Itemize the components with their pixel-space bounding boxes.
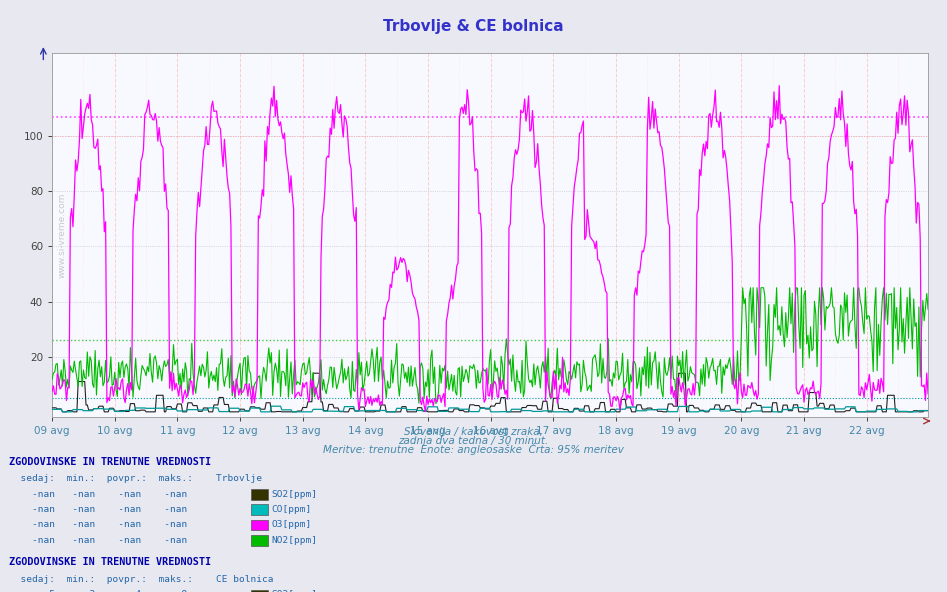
Text: Trbovlje & CE bolnica: Trbovlje & CE bolnica xyxy=(384,19,563,34)
Text: Meritve: trenutne  Enote: angleosaške  Črta: 95% meritev: Meritve: trenutne Enote: angleosaške Črt… xyxy=(323,443,624,455)
Text: www.si-vreme.com: www.si-vreme.com xyxy=(58,192,67,278)
Text: 5      3       4       9: 5 3 4 9 xyxy=(9,590,188,592)
Text: SO2[ppm]: SO2[ppm] xyxy=(272,490,318,498)
Text: NO2[ppm]: NO2[ppm] xyxy=(272,536,318,545)
Text: -nan   -nan    -nan    -nan: -nan -nan -nan -nan xyxy=(9,505,188,514)
Text: -nan   -nan    -nan    -nan: -nan -nan -nan -nan xyxy=(9,490,188,498)
Text: sedaj:  min.:  povpr.:  maks.:    CE bolnica: sedaj: min.: povpr.: maks.: CE bolnica xyxy=(9,575,274,584)
Text: -nan   -nan    -nan    -nan: -nan -nan -nan -nan xyxy=(9,536,188,545)
Text: SO2[ppm]: SO2[ppm] xyxy=(272,590,318,592)
Text: O3[ppm]: O3[ppm] xyxy=(272,520,313,529)
Text: sedaj:  min.:  povpr.:  maks.:    Trbovlje: sedaj: min.: povpr.: maks.: Trbovlje xyxy=(9,474,262,483)
Text: ZGODOVINSKE IN TRENUTNE VREDNOSTI: ZGODOVINSKE IN TRENUTNE VREDNOSTI xyxy=(9,456,211,466)
Text: ZGODOVINSKE IN TRENUTNE VREDNOSTI: ZGODOVINSKE IN TRENUTNE VREDNOSTI xyxy=(9,557,211,567)
Text: -nan   -nan    -nan    -nan: -nan -nan -nan -nan xyxy=(9,520,188,529)
Text: zadnja dva tedna / 30 minut.: zadnja dva tedna / 30 minut. xyxy=(399,436,548,446)
Text: CO[ppm]: CO[ppm] xyxy=(272,505,313,514)
Text: Slovenija / kakovost zraka,: Slovenija / kakovost zraka, xyxy=(404,427,543,437)
